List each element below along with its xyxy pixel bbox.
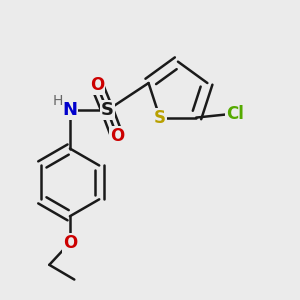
Text: S: S	[154, 109, 166, 127]
Text: S: S	[101, 101, 114, 119]
Text: Cl: Cl	[226, 105, 244, 123]
Text: N: N	[62, 101, 77, 119]
Text: O: O	[90, 76, 104, 94]
Text: O: O	[63, 234, 77, 252]
Text: O: O	[110, 127, 124, 145]
Text: H: H	[52, 94, 63, 108]
